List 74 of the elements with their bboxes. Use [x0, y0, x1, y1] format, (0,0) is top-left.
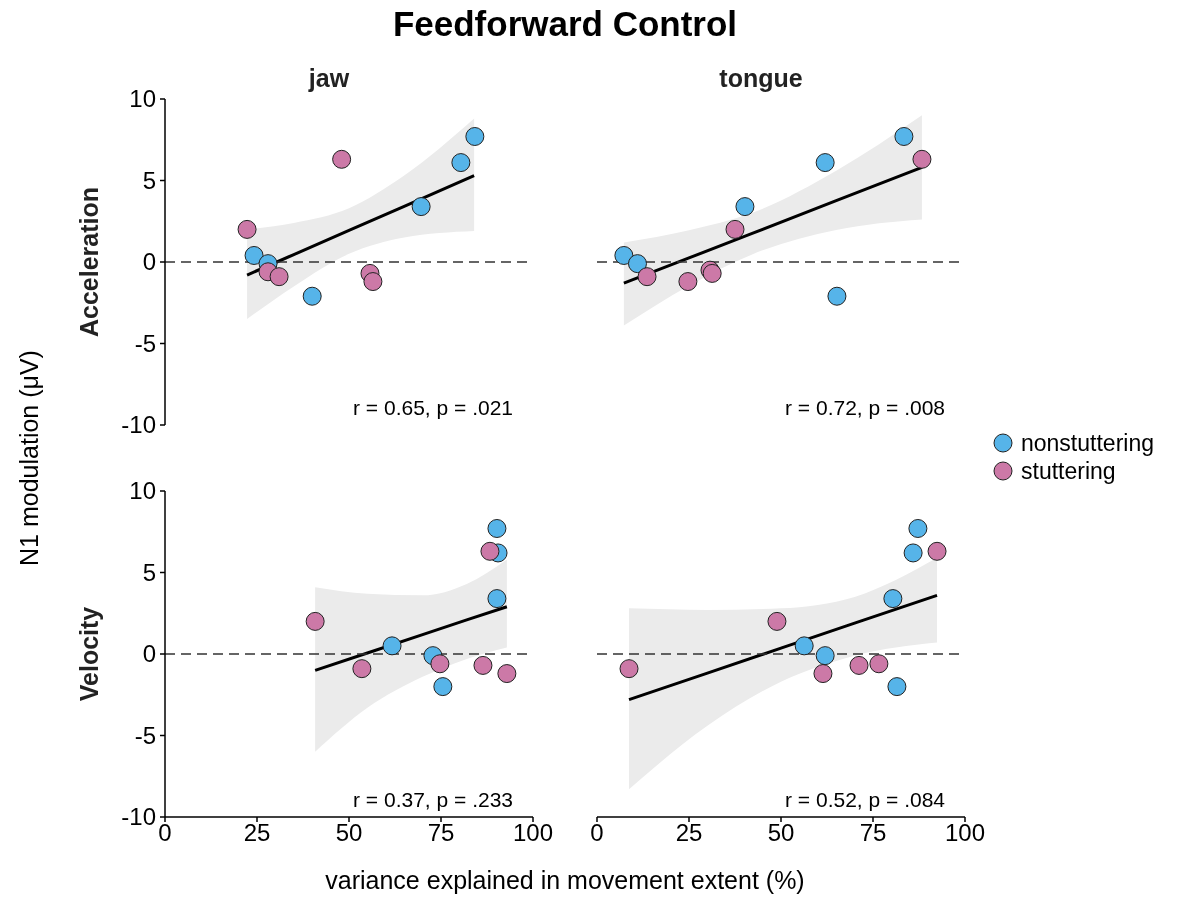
- point: [627, 254, 647, 274]
- point: [725, 219, 745, 239]
- point: [887, 677, 907, 697]
- x-tick-label: 100: [512, 819, 554, 846]
- point: [382, 636, 402, 656]
- chart-title: Feedforward Control: [392, 4, 738, 43]
- point: [473, 655, 493, 675]
- point: [305, 611, 325, 631]
- point: [237, 219, 257, 239]
- chart-subtitle: jaw: [307, 64, 350, 92]
- point: [487, 589, 507, 609]
- x-tick-label: 0: [590, 819, 604, 846]
- point: [614, 245, 634, 265]
- point: [637, 267, 657, 287]
- point: [927, 541, 947, 561]
- point: [815, 646, 835, 666]
- y-tick-label: 10: [129, 85, 156, 113]
- point: [869, 654, 889, 674]
- point: [827, 286, 847, 306]
- point: [480, 541, 500, 561]
- y-axis-title: Acceleration: [75, 186, 103, 338]
- legend-label: stuttering: [1021, 458, 1116, 485]
- point: [619, 659, 639, 679]
- point: [815, 153, 835, 173]
- point: [451, 153, 471, 173]
- x-tick-label: 50: [335, 819, 363, 846]
- point: [363, 272, 383, 292]
- point: [908, 518, 928, 538]
- point: [302, 286, 322, 306]
- point: [794, 636, 814, 656]
- annotation: r = 0.65, p = .021: [353, 396, 513, 419]
- point: [332, 149, 352, 169]
- point: [912, 149, 932, 169]
- x-tick-label: 25: [243, 819, 271, 846]
- y-tick-label: -10: [121, 803, 156, 831]
- point: [433, 677, 453, 697]
- point: [849, 655, 869, 675]
- y-tick-label: 5: [142, 558, 156, 586]
- y-axis-title: Velocity: [75, 606, 103, 702]
- x-tick-label: 75: [859, 819, 887, 846]
- point: [411, 197, 431, 217]
- annotation: r = 0.72, p = .008: [785, 396, 945, 419]
- y-tick-label: 10: [129, 477, 156, 505]
- y-tick-label: -5: [134, 721, 156, 749]
- point: [497, 664, 517, 684]
- chart-subtitle: tongue: [719, 64, 803, 92]
- x-tick-label: 50: [767, 819, 795, 846]
- x-tick-label: 100: [944, 819, 986, 846]
- annotation: r = 0.37, p = .233: [353, 788, 513, 811]
- point: [678, 272, 698, 292]
- x-tick-label: 75: [427, 819, 455, 846]
- point: [813, 664, 833, 684]
- point: [767, 611, 787, 631]
- legend-label: nonstuttering: [1021, 430, 1154, 457]
- point: [487, 518, 507, 538]
- point: [883, 589, 903, 609]
- point: [465, 126, 485, 146]
- y-tick-label: 0: [142, 640, 156, 668]
- point: [894, 126, 914, 146]
- point: [903, 543, 923, 563]
- annotation: r = 0.52, p = .084: [785, 788, 946, 811]
- point: [430, 654, 450, 674]
- point: [735, 197, 755, 217]
- line-series: [245, 174, 476, 277]
- x-tick-label: 25: [675, 819, 703, 846]
- y-tick-label: 5: [142, 166, 156, 194]
- point: [244, 245, 264, 265]
- point: [352, 659, 372, 679]
- y-tick-label: -5: [134, 329, 156, 357]
- text: N1 modulation (μV): [15, 350, 43, 566]
- y-tick-label: -10: [121, 411, 156, 439]
- point: [269, 267, 289, 287]
- y-tick-label: 0: [142, 248, 156, 276]
- x-axis-title: variance explained in movement extent (%): [325, 866, 805, 894]
